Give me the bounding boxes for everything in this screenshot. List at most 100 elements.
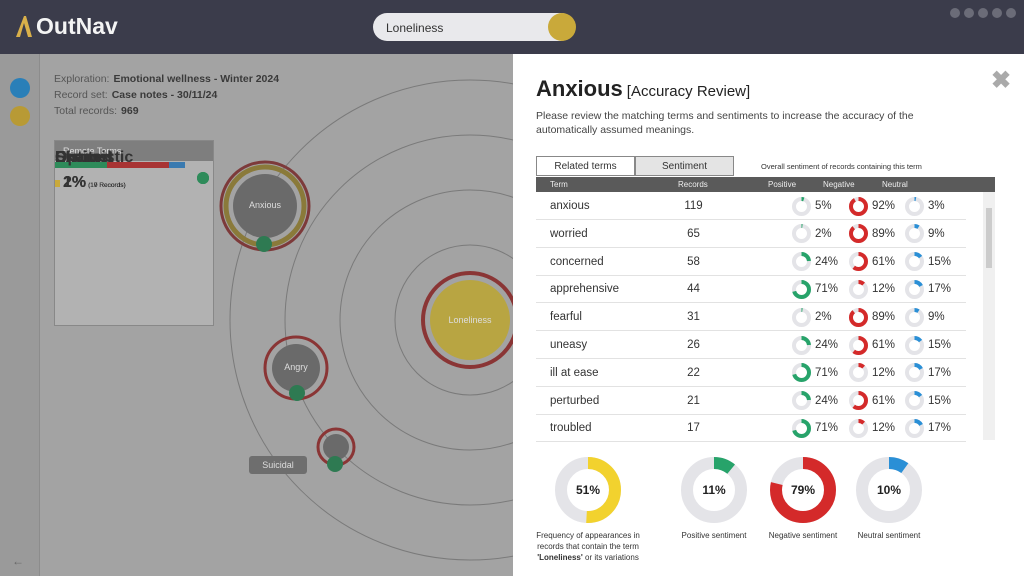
donut-track xyxy=(848,279,868,299)
table-row[interactable]: troubled 17 71% 12% 17% xyxy=(536,414,966,443)
caption-text: Frequency of appearances in records that… xyxy=(536,531,640,551)
tab[interactable]: Sentiment xyxy=(635,156,734,176)
positive-percent: 2% xyxy=(815,311,832,324)
scrollbar[interactable] xyxy=(983,192,995,440)
tab[interactable]: Related terms xyxy=(536,156,635,176)
column-header: Records xyxy=(678,180,708,189)
positive-percent: 71% xyxy=(815,283,839,296)
column-header: Neutral xyxy=(882,180,908,189)
search-input[interactable]: Loneliness xyxy=(373,13,575,41)
add-button[interactable] xyxy=(197,172,209,184)
explore-button[interactable] xyxy=(10,106,30,126)
term: ill at ease xyxy=(550,366,599,379)
positive-percent: 2% xyxy=(815,227,832,240)
graph xyxy=(219,79,513,561)
summary-donut xyxy=(856,457,922,523)
donut-arc xyxy=(791,335,811,355)
table-row[interactable]: perturbed 21 24% 61% 15% xyxy=(536,387,966,415)
negative-percent: 61% xyxy=(872,339,896,351)
node-label[interactable]: Loneliness xyxy=(448,315,492,325)
dialog-title: Anxious [Accuracy Review] xyxy=(536,76,750,102)
info-value: 969 xyxy=(121,105,139,117)
negative-icon xyxy=(848,196,868,216)
table-row[interactable]: worried 65 2% 89% 9% xyxy=(536,220,966,248)
logo-icon xyxy=(16,16,32,37)
donut-arc xyxy=(904,279,924,299)
donut-track xyxy=(904,224,924,244)
donut-arc xyxy=(555,457,621,523)
positive-icon xyxy=(791,307,811,327)
sentiment-bar xyxy=(55,162,185,168)
negative-percent: 92% xyxy=(872,200,896,212)
donut-arc xyxy=(904,418,924,438)
negative-icon xyxy=(848,391,868,411)
remote-terms-panel: Remote Terms Excited 2% (19 Records) Shame 2… xyxy=(54,140,214,326)
scroll-thumb[interactable] xyxy=(986,208,992,268)
window-dot[interactable] xyxy=(964,8,974,18)
info-label: Record set: xyxy=(54,89,108,101)
info-value: Case notes - 30/11/24 xyxy=(111,89,218,101)
record-count: 44 xyxy=(687,283,700,296)
node-tag[interactable]: Suicidal xyxy=(262,460,294,470)
neutral-percent: 15% xyxy=(928,255,952,268)
donut-track xyxy=(791,196,811,216)
negative-percent: 61% xyxy=(872,394,896,407)
node-label[interactable]: Anxious xyxy=(248,200,282,210)
positive-icon xyxy=(791,335,811,355)
column-header: Term xyxy=(550,180,568,189)
caption-text: Neutral sentiment xyxy=(857,531,921,540)
table-row[interactable]: ill at ease 22 71% 12% 17% xyxy=(536,359,966,387)
node-label[interactable]: Angry xyxy=(284,362,308,372)
positive-icon xyxy=(791,196,811,216)
donut-track xyxy=(848,418,868,438)
donut-track xyxy=(791,224,811,244)
neutral-icon xyxy=(904,279,924,299)
record-count: 21 xyxy=(687,394,700,407)
window-dot[interactable] xyxy=(978,8,988,18)
neutral-percent: 3% xyxy=(928,200,945,212)
header: OutNav Loneliness xyxy=(0,0,1024,54)
record-count: 17 xyxy=(687,422,700,435)
neutral-percent: 15% xyxy=(928,394,952,407)
negative-icon xyxy=(848,252,868,272)
negative-percent: 61% xyxy=(872,255,896,268)
summary-donut xyxy=(555,457,621,523)
donut-track xyxy=(904,196,924,216)
positive-icon xyxy=(791,363,811,383)
neutral-percent: 9% xyxy=(928,227,945,240)
info-value: Emotional wellness - Winter 2024 xyxy=(113,73,280,85)
term: concerned xyxy=(550,255,604,268)
search-button[interactable] xyxy=(548,13,576,41)
term: uneasy xyxy=(550,339,588,351)
record-count: 22 xyxy=(687,366,700,379)
table-row[interactable]: apprehensive 44 71% 12% 17% xyxy=(536,275,966,304)
back-arrow[interactable]: ← xyxy=(12,554,24,568)
window-dot[interactable] xyxy=(992,8,1002,18)
window-dot[interactable] xyxy=(1006,8,1016,18)
term-name: Shame xyxy=(55,149,108,166)
table-note: Overall sentiment of records containing … xyxy=(761,162,922,171)
bar-segment xyxy=(107,162,170,168)
notes-button[interactable] xyxy=(10,78,30,98)
close-button[interactable]: ✖ xyxy=(991,67,1012,94)
record-count: 31 xyxy=(687,311,700,324)
info-label: Total records: xyxy=(54,105,118,117)
table-row[interactable]: anxious 119 5% 92% 3% xyxy=(536,192,966,220)
negative-icon xyxy=(848,279,868,299)
donut-arc xyxy=(848,252,868,272)
term-name: Disgust xyxy=(55,149,114,166)
neutral-icon xyxy=(904,363,924,383)
donut-track xyxy=(904,307,924,327)
percent: 1% xyxy=(63,174,87,191)
table-row[interactable]: fearful 31 2% 89% 9% xyxy=(536,303,966,332)
donut-arc xyxy=(681,457,747,523)
table-row[interactable]: concerned 58 24% 61% 15% xyxy=(536,248,966,276)
window-dot[interactable] xyxy=(950,8,960,18)
bar-segment xyxy=(169,162,185,168)
donut-arc xyxy=(904,252,924,272)
donut-arc xyxy=(848,391,868,411)
info-line: Record set: Case notes - 30/11/24 xyxy=(54,87,279,103)
logo[interactable]: OutNav xyxy=(36,13,118,39)
table-row[interactable]: uneasy 26 24% 61% 15% xyxy=(536,331,966,359)
summary-donut xyxy=(681,457,747,523)
